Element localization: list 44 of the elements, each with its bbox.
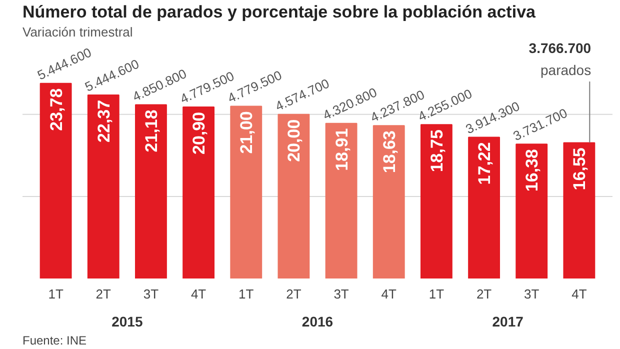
text: 2015: [112, 314, 143, 330]
text: 2017: [492, 314, 524, 330]
data-label: 18,75: [427, 130, 446, 172]
text: parados: [540, 62, 592, 78]
x-tick-label: 4T: [572, 286, 587, 302]
chart-title: Número total de parados y porcentaje sobre la población activa: [22, 2, 536, 22]
bar: [372, 125, 405, 278]
x-tick-label: 3T: [334, 286, 349, 302]
x-tick-label: 4T: [381, 286, 397, 302]
data-label: 18,91: [332, 128, 352, 171]
text: 3.766.700: [528, 40, 592, 56]
bar: [468, 136, 500, 278]
chart-subtitle: Variación trimestral: [22, 24, 133, 40]
x-tick-label: 2T: [96, 286, 112, 302]
text: 2016: [302, 314, 334, 330]
x-tick-label: 1T: [428, 286, 444, 302]
bar: [563, 142, 596, 278]
x-tick-label: 3T: [143, 286, 159, 302]
bar: [516, 144, 548, 278]
data-label: 16,55: [570, 148, 590, 190]
data-label: 22,37: [94, 100, 114, 142]
x-tick-label: 1T: [238, 286, 254, 302]
data-label: 18,63: [380, 130, 399, 174]
bar: [420, 124, 452, 278]
bar: [182, 106, 215, 278]
bar: [325, 122, 358, 278]
bar: [278, 114, 310, 278]
bar: [87, 94, 120, 278]
source-note: Fuente: INE: [22, 334, 87, 348]
bar: [40, 82, 72, 278]
data-label: 20,00: [284, 119, 304, 162]
bar: [230, 106, 262, 278]
x-tick-label: 1T: [48, 286, 64, 302]
x-tick-label: 2T: [286, 286, 302, 302]
x-tick-label: 3T: [524, 286, 540, 302]
data-label: 20,90: [190, 112, 209, 155]
x-tick-label: 4T: [190, 286, 206, 302]
data-label: 17,22: [475, 142, 494, 185]
data-label: 21,18: [142, 110, 161, 152]
data-label: 23,78: [46, 88, 66, 131]
x-tick-label: 2T: [476, 286, 492, 302]
data-label: 16,38: [522, 149, 542, 192]
data-label: 21,00: [237, 111, 256, 154]
bar: [135, 104, 167, 278]
